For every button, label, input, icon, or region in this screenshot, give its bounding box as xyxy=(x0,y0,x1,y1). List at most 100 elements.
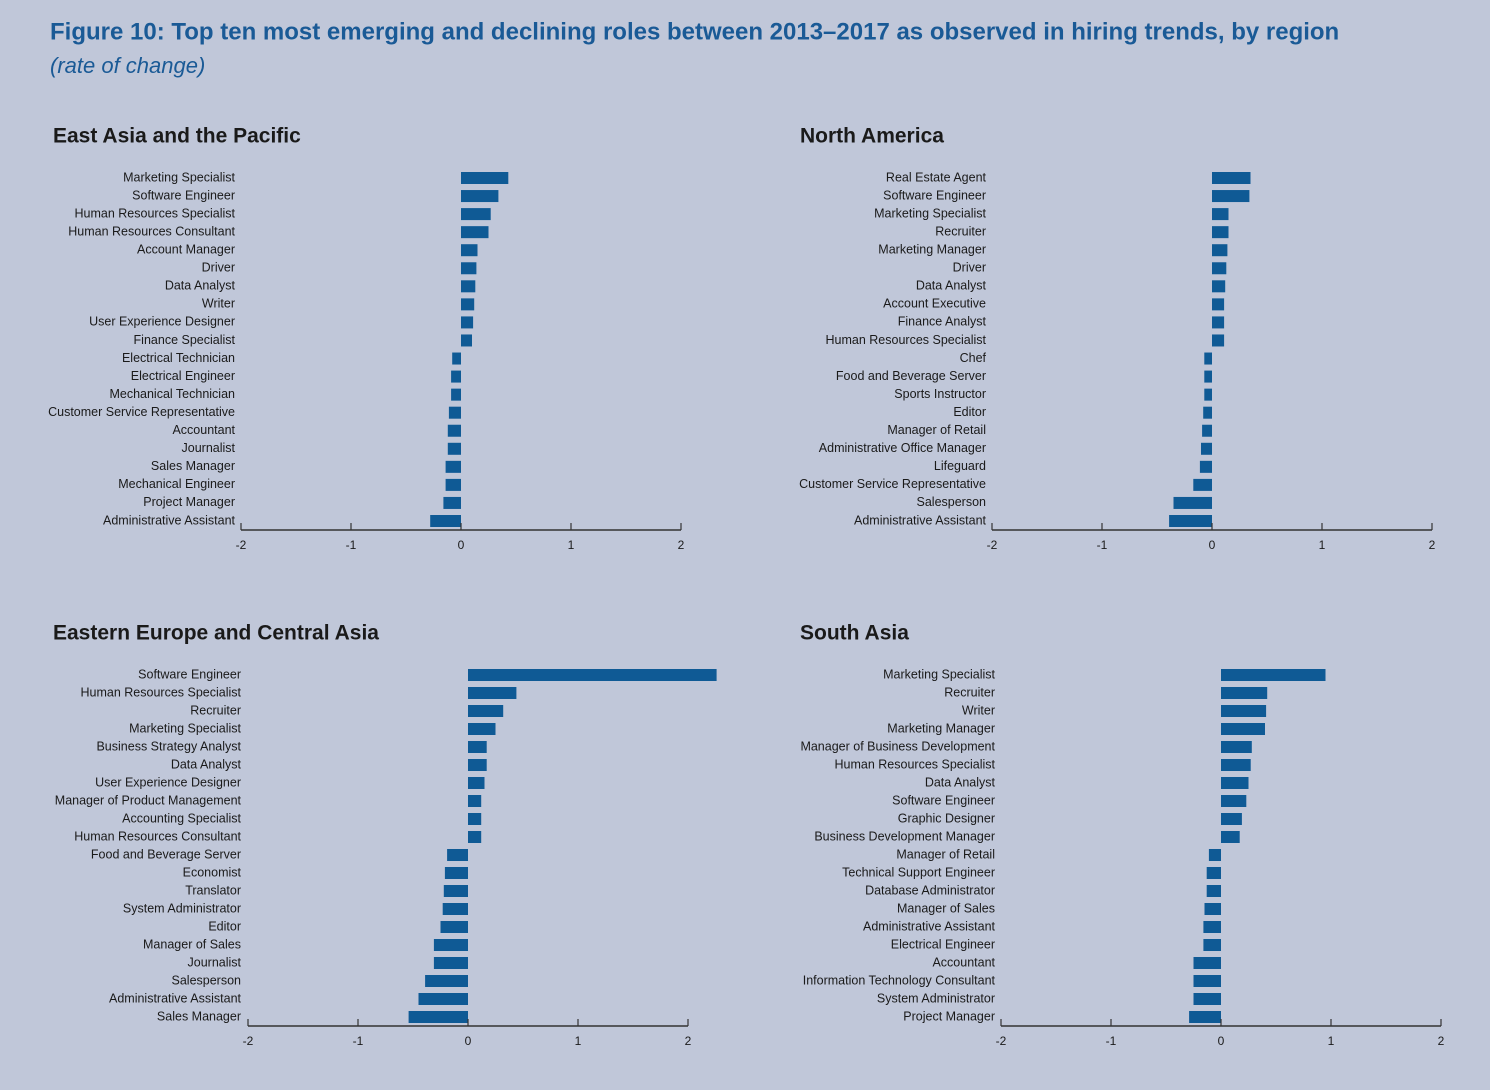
x-tick-label: 2 xyxy=(1438,1034,1445,1048)
category-label: Recruiter xyxy=(935,224,986,238)
bar xyxy=(1221,669,1326,681)
bar xyxy=(461,280,476,293)
category-label: Recruiter xyxy=(190,703,241,717)
bar xyxy=(1212,244,1228,257)
bar xyxy=(1202,424,1212,437)
x-tick-label: -2 xyxy=(236,538,247,552)
category-label: Graphic Designer xyxy=(898,811,995,825)
bar xyxy=(1221,705,1267,717)
category-label: Account Executive xyxy=(883,297,986,311)
category-label: Sales Manager xyxy=(157,1009,241,1023)
category-label: Marketing Specialist xyxy=(123,170,235,184)
x-tick-label: 2 xyxy=(1429,538,1436,552)
bar xyxy=(1221,741,1252,753)
bar xyxy=(1204,903,1221,915)
category-label: Project Manager xyxy=(143,495,235,509)
category-label: Journalist xyxy=(182,441,236,455)
bar xyxy=(468,705,504,717)
bar xyxy=(408,1011,468,1023)
category-label: Accountant xyxy=(932,955,995,969)
bar xyxy=(1212,316,1225,329)
bar xyxy=(1221,723,1265,735)
bar xyxy=(468,741,487,753)
category-label: Customer Service Representative xyxy=(799,477,986,491)
category-label: Food and Beverage Server xyxy=(91,847,241,861)
chart-title: Eastern Europe and Central Asia xyxy=(53,622,379,645)
bar xyxy=(1212,172,1251,184)
category-label: Manager of Sales xyxy=(143,937,241,951)
bar xyxy=(448,406,461,419)
category-label: Human Resources Specialist xyxy=(81,685,242,699)
category-label: System Administrator xyxy=(123,901,241,915)
category-label: Journalist xyxy=(188,955,242,969)
category-label: Economist xyxy=(183,865,242,879)
bar xyxy=(468,813,482,825)
bar xyxy=(447,424,461,437)
bar xyxy=(1193,957,1221,969)
category-label: Manager of Product Management xyxy=(55,793,242,807)
bar xyxy=(461,298,475,311)
category-label: Accounting Specialist xyxy=(122,811,241,825)
bar xyxy=(1221,831,1240,843)
category-label: Manager of Sales xyxy=(897,901,995,915)
x-tick-label: -2 xyxy=(243,1034,254,1048)
category-label: Writer xyxy=(202,297,235,311)
chart-title: East Asia and the Pacific xyxy=(53,125,301,148)
category-label: Accountant xyxy=(172,423,235,437)
category-label: Data Analyst xyxy=(916,279,987,293)
category-label: Driver xyxy=(202,261,235,275)
category-label: System Administrator xyxy=(877,991,995,1005)
bar xyxy=(461,316,474,329)
bar xyxy=(1199,460,1212,473)
bar xyxy=(445,478,461,491)
figure-subtitle: (rate of change) xyxy=(50,53,205,78)
category-label: Recruiter xyxy=(944,685,995,699)
x-tick-label: -1 xyxy=(1097,538,1108,552)
category-label: Business Strategy Analyst xyxy=(96,739,241,753)
bar xyxy=(461,208,491,221)
x-tick-label: -1 xyxy=(353,1034,364,1048)
bar xyxy=(1193,478,1212,491)
bar xyxy=(418,993,468,1005)
x-tick-label: 1 xyxy=(568,538,575,552)
bar xyxy=(1221,687,1268,699)
x-tick-label: 1 xyxy=(1328,1034,1335,1048)
bar xyxy=(451,370,461,383)
bar xyxy=(461,334,472,347)
bar xyxy=(461,172,509,184)
bar xyxy=(451,388,461,401)
category-label: Writer xyxy=(962,703,995,717)
x-tick-label: -1 xyxy=(346,538,357,552)
category-label: Project Manager xyxy=(903,1009,995,1023)
category-label: User Experience Designer xyxy=(95,775,241,789)
category-label: Finance Analyst xyxy=(898,315,987,329)
bar xyxy=(433,957,468,969)
category-label: Editor xyxy=(208,919,241,933)
bar xyxy=(1212,208,1229,221)
category-label: Administrative Assistant xyxy=(854,513,987,527)
bar xyxy=(430,515,461,527)
category-label: Human Resources Consultant xyxy=(74,829,241,843)
category-label: Driver xyxy=(953,261,986,275)
category-label: Sports Instructor xyxy=(894,387,986,401)
category-label: Software Engineer xyxy=(883,188,986,202)
category-label: Marketing Specialist xyxy=(874,206,986,220)
category-label: Customer Service Representative xyxy=(48,405,235,419)
category-label: Food and Beverage Server xyxy=(836,369,986,383)
bar xyxy=(1203,921,1221,933)
bar xyxy=(443,496,461,509)
bar xyxy=(1206,885,1221,897)
category-label: Finance Specialist xyxy=(134,333,236,347)
category-label: Marketing Manager xyxy=(887,721,995,735)
bar xyxy=(1203,939,1221,951)
x-tick-label: -2 xyxy=(996,1034,1007,1048)
bar xyxy=(1221,813,1242,825)
category-label: Mechanical Technician xyxy=(109,387,235,401)
bar xyxy=(433,939,468,951)
category-label: Manager of Retail xyxy=(896,847,995,861)
bar xyxy=(1169,515,1212,527)
x-tick-label: 0 xyxy=(458,538,465,552)
bar xyxy=(468,777,485,789)
bar xyxy=(1206,867,1221,879)
category-label: Software Engineer xyxy=(892,793,995,807)
